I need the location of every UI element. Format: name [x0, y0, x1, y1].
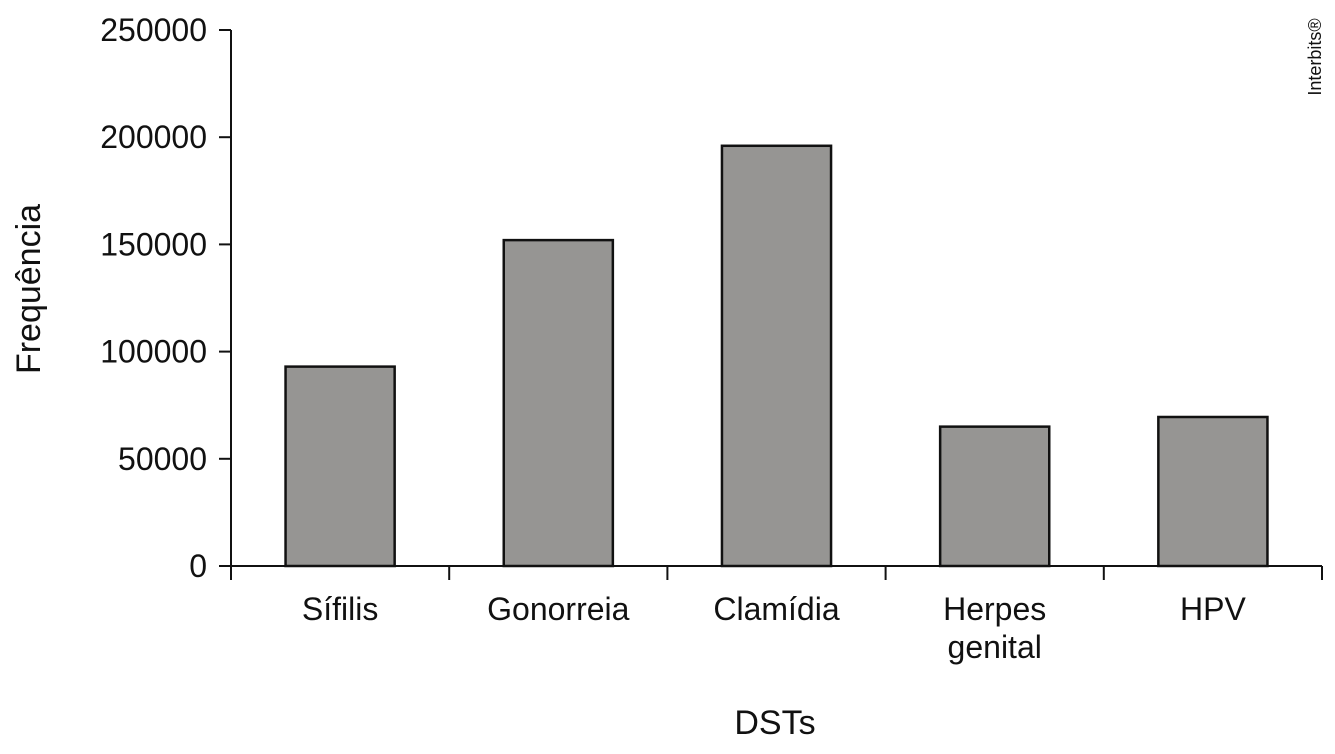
x-tick-label-line: genital: [948, 629, 1042, 665]
x-axis-title: DSTs: [734, 704, 815, 742]
bar: [938, 425, 1051, 568]
x-tick-label: Sífilis: [302, 591, 378, 627]
bars: [284, 144, 1269, 568]
y-tick-label: 200000: [100, 119, 207, 155]
x-tick-label: Clamídia: [713, 591, 839, 627]
y-tick-label: 100000: [100, 334, 207, 370]
credit-label: Interbits®: [1305, 18, 1325, 95]
y-axis-title: Frequência: [10, 204, 48, 374]
x-tick-label-line: Gonorreia: [487, 591, 630, 627]
x-tick-label-line: Sífilis: [302, 591, 378, 627]
y-tick-label: 0: [189, 548, 207, 584]
y-axis: 0 50000 100000 150000 200000 250000: [100, 12, 232, 584]
x-tick-label: Gonorreia: [487, 591, 630, 627]
bar: [720, 144, 833, 568]
bar: [502, 238, 615, 568]
y-tick-label: 150000: [100, 226, 207, 262]
x-tick-label: HPV: [1180, 591, 1246, 627]
x-tick-label-line: Clamídia: [713, 591, 839, 627]
bar: [284, 365, 396, 568]
x-axis: [230, 565, 1323, 580]
x-tick-label: Herpes genital: [943, 591, 1046, 665]
x-tick-labels: Sífilis Gonorreia Clamídia Herpes genital HPV: [302, 591, 1247, 665]
y-tick-label: 50000: [118, 441, 207, 477]
x-tick-label-line: HPV: [1180, 591, 1246, 627]
y-tick-label: 250000: [100, 12, 207, 48]
bar: [1157, 415, 1269, 568]
x-tick-label-line: Herpes: [943, 591, 1046, 627]
